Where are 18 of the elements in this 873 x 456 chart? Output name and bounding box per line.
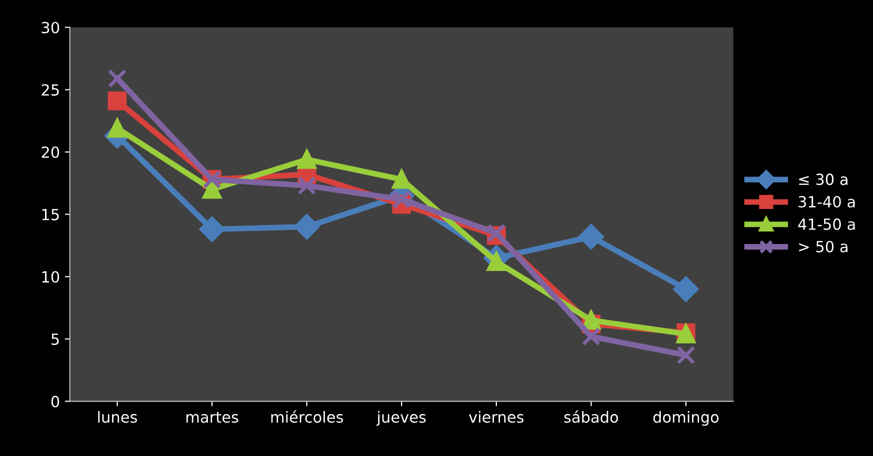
y-tick-label: 15 — [42, 208, 59, 220]
x-tick-label: martes — [186, 412, 238, 423]
legend-label: > 50 a — [799, 240, 848, 252]
y-tick-label: 5 — [52, 334, 59, 345]
y-tick-label: 10 — [42, 271, 60, 283]
x-tick-label: viernes — [468, 411, 524, 423]
y-tick-label: 25 — [42, 84, 59, 96]
legend-label: ≤ 30 a — [799, 174, 848, 186]
legend-label: 41-50 a — [798, 218, 855, 230]
y-tick-label: 20 — [42, 146, 60, 158]
legend-label: 31-40 a — [798, 196, 855, 208]
x-tick-label: sábado — [564, 410, 618, 423]
x-tick-label: lunes — [98, 411, 137, 423]
x-tick-label: miércoles — [271, 410, 343, 423]
y-tick-label: 0 — [51, 396, 60, 408]
y-tick-label: 30 — [42, 22, 60, 34]
x-tick-label: jueves — [376, 411, 426, 426]
x-tick-label: domingo — [653, 411, 719, 426]
